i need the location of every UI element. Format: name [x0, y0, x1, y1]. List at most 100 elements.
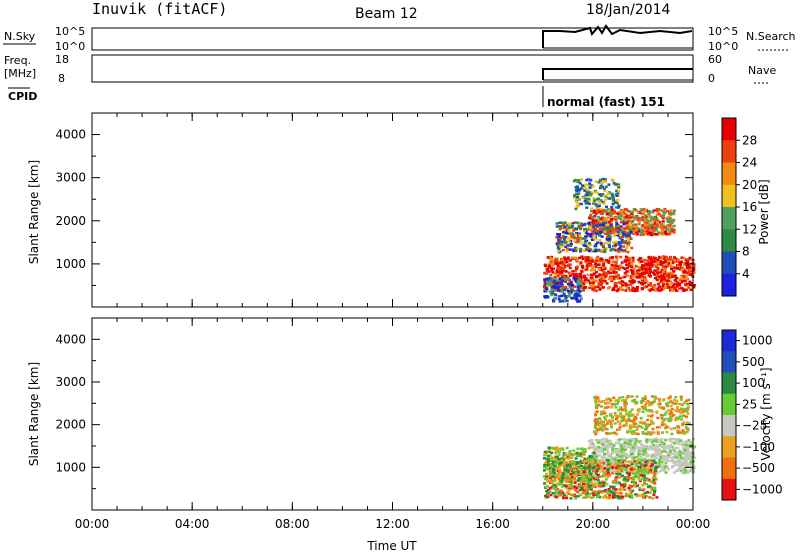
power-echo-cell [556, 238, 560, 242]
velocity-echo-cell [546, 485, 550, 488]
power-echo-cell [577, 300, 581, 303]
power-echo-cell [543, 295, 547, 298]
velocity-panel: 00:00 04:00 08:00 12:00 16:00 20:00 00:0010002… [27, 317, 710, 553]
power-echo-cell [656, 287, 660, 291]
power-echo-cell [590, 273, 594, 277]
velocity-echo-cell [594, 450, 598, 454]
power-echo-cell [615, 289, 619, 293]
power-echo-cell [591, 185, 595, 188]
power-echo-cell [610, 279, 614, 283]
velocity-echo-cell [617, 441, 621, 445]
power-echo-cell [632, 279, 636, 283]
velocity-echo-cell [666, 466, 670, 470]
velocity-echo-cell [641, 397, 645, 400]
velocity-echo-cell [615, 472, 619, 476]
power-echo-cell [581, 266, 585, 269]
velocity-echo-cell [625, 471, 629, 475]
power-echo-cell [616, 192, 620, 195]
velocity-echo-cell [692, 438, 696, 441]
velocity-echo-cell [629, 468, 633, 471]
power-echo-cell [616, 216, 620, 220]
power-echo-cell [558, 243, 562, 246]
velocity-echo-cell [655, 426, 659, 429]
velocity-echo-cell [650, 410, 654, 413]
power-echo-cell [611, 261, 615, 264]
velocity-echo-cell [614, 441, 618, 445]
velocity-cbar-swatch [722, 351, 736, 373]
power-echo-cell [672, 228, 676, 231]
velocity-echo-cell [570, 487, 574, 490]
velocity-echo-cell [559, 482, 562, 485]
power-echo-cell [553, 297, 557, 300]
velocity-echo-cell [643, 397, 647, 400]
velocity-echo-cell [605, 432, 609, 435]
velocity-echo-cell [610, 456, 614, 459]
velocity-echo-cell [543, 494, 547, 498]
power-echo-cell [631, 229, 635, 232]
power-echo-cell [620, 280, 624, 283]
velocity-echo-cell [640, 451, 644, 455]
velocity-echo-cell [570, 453, 574, 456]
velocity-echo-cell [633, 442, 637, 445]
power-echo-cell [625, 244, 629, 248]
power-echo-cell [550, 293, 554, 297]
velocity-echo-cell [675, 469, 678, 472]
velocity-echo-cell [679, 411, 683, 415]
power-echo-cell [602, 277, 605, 280]
power-echo-cell [632, 267, 636, 271]
power-echo-cell [587, 262, 591, 265]
velocity-echo-cell [649, 469, 653, 472]
velocity-echo-cell [596, 398, 600, 402]
power-echo-cell [625, 287, 629, 290]
velocity-echo-cell [626, 479, 630, 482]
power-echo-cell [666, 277, 669, 280]
velocity-cbar-frame [721, 329, 737, 501]
velocity-echo-cell [595, 476, 599, 479]
velocity-echo-cell [637, 459, 641, 462]
power-echo-cell [554, 257, 558, 261]
power-echo-cell [631, 270, 634, 273]
velocity-echo-cell [551, 479, 555, 483]
power-echo-cell [566, 256, 570, 259]
velocity-echo-cell [572, 449, 576, 452]
velocity-echo-cell [679, 398, 683, 401]
power-echo-cell [600, 248, 604, 252]
velocity-echo-cell [631, 472, 635, 475]
velocity-echo-cell [610, 472, 614, 475]
velocity-echo-cell [675, 402, 679, 405]
power-echo-cell [619, 282, 623, 285]
velocity-echo-cell [686, 402, 689, 406]
power-echo-cell [545, 287, 549, 290]
velocity-echo-cell [567, 485, 571, 488]
velocity-echo-cell [630, 462, 634, 465]
velocity-echo-cell [578, 463, 582, 466]
power-echo-cell [643, 282, 647, 285]
power-echo-cell [677, 265, 680, 268]
velocity-echo-cell [599, 422, 603, 425]
power-echo-cell [571, 270, 575, 273]
power-echo-cell [606, 216, 610, 219]
velocity-axes: 00:00 04:00 08:00 12:00 16:00 20:00 00:0010002… [55, 317, 710, 531]
power-echo-cell [657, 231, 661, 234]
power-echo-cell [601, 181, 605, 184]
velocity-cbar-tick-label: −25 [742, 419, 767, 433]
velocity-echo-cell [567, 492, 571, 495]
velocity-echo-cell [680, 464, 684, 468]
power-echo-cell [605, 236, 609, 240]
power-echo-cell [559, 261, 562, 265]
power-echo-cell [609, 214, 613, 217]
power-echo-cell [650, 218, 653, 221]
velocity-echo-cell [615, 482, 619, 485]
velocity-echo-cell [674, 409, 678, 412]
power-echo-cell [596, 218, 599, 222]
velocity-echo-cell [628, 441, 632, 444]
velocity-echo-cell [555, 466, 559, 469]
velocity-cbar-tick-label: −500 [742, 461, 775, 475]
velocity-echo-cell [627, 460, 631, 463]
power-echo-cell [584, 231, 588, 234]
velocity-echo-cell [637, 407, 641, 411]
power-echo-cell [614, 261, 618, 264]
velocity-echo-cell [613, 462, 617, 465]
velocity-echo-cell [660, 440, 664, 444]
velocity-echo-cell [594, 438, 598, 442]
